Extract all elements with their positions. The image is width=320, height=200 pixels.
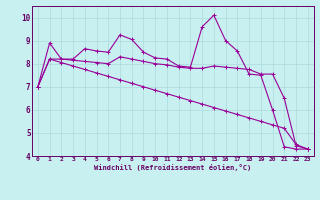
X-axis label: Windchill (Refroidissement éolien,°C): Windchill (Refroidissement éolien,°C) [94, 164, 252, 171]
